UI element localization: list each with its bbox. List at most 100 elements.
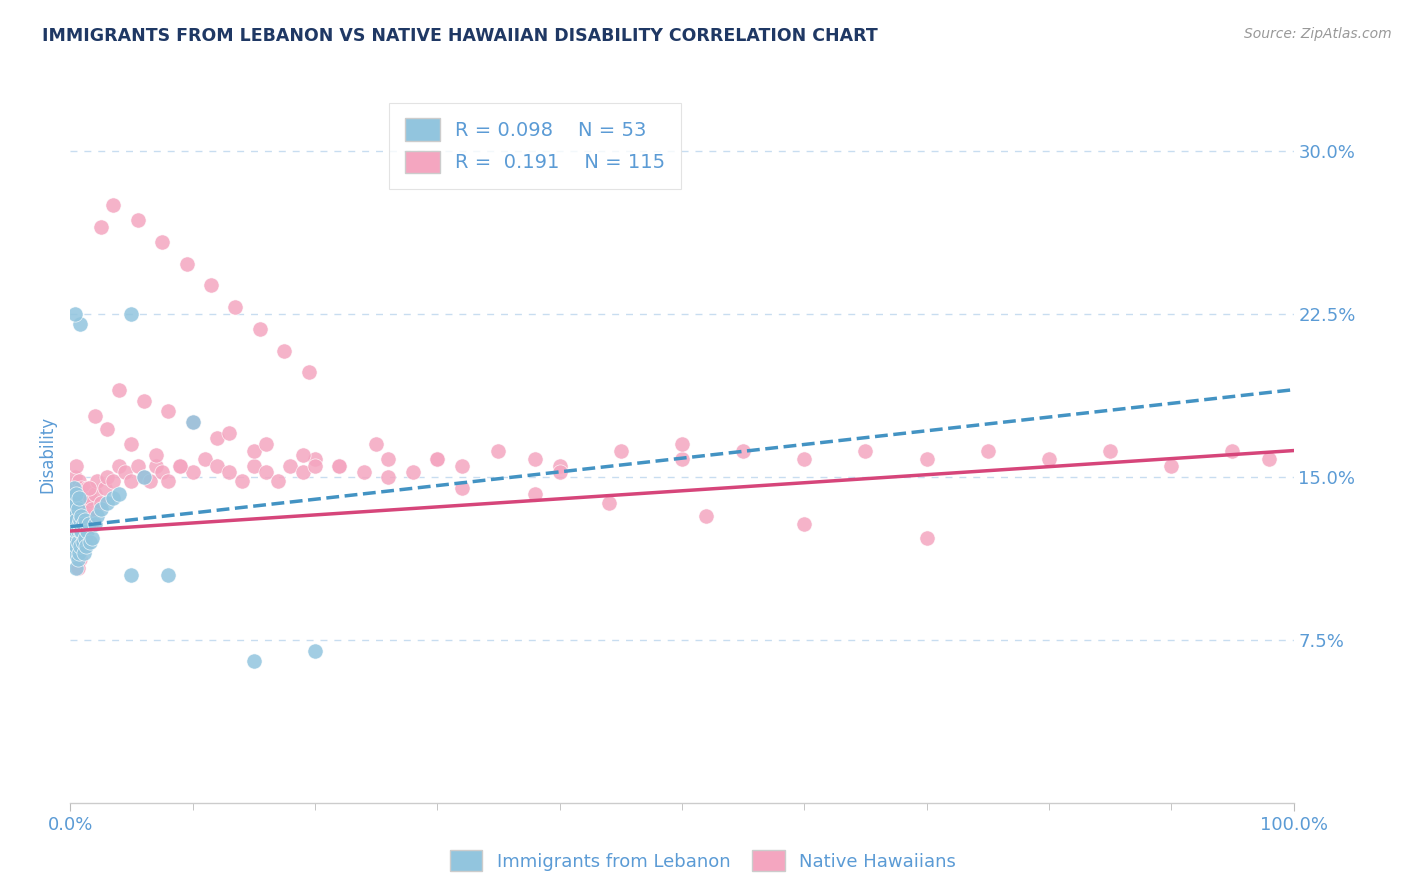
Point [63,546,86,560]
Point [63,481,86,495]
Point [402,466,425,480]
Point [328,458,350,473]
Point [1038,452,1060,467]
Point [65,524,87,538]
Point [62,496,84,510]
Point [101,474,124,488]
Point [63,469,86,483]
Point [298,365,321,379]
Point [67,491,90,506]
Point [426,452,449,467]
Point [77,508,100,523]
Point [132,469,155,483]
Point [72,487,94,501]
Point [793,517,815,532]
Point [80,517,103,532]
Point [69,539,91,553]
Point [65,513,87,527]
Point [366,437,388,451]
Point [90,502,112,516]
Point [83,517,105,532]
Point [65,561,87,575]
Point [304,452,326,467]
Point [121,567,143,582]
Point [73,539,96,553]
Point [69,524,91,538]
Point [157,474,180,488]
Point [181,415,204,429]
Point [66,561,89,575]
Point [426,452,449,467]
Point [224,300,246,314]
Point [157,404,180,418]
Point [63,481,86,495]
Point [132,393,155,408]
Point [69,318,91,332]
Point [66,517,89,532]
Point [145,448,167,462]
Point [176,257,198,271]
Point [69,513,91,527]
Point [70,524,93,538]
Point [83,409,105,423]
Point [1220,443,1243,458]
Point [82,502,104,516]
Point [83,487,105,501]
Point [63,508,86,523]
Point [121,474,143,488]
Point [66,502,89,516]
Point [249,322,271,336]
Point [243,458,266,473]
Point [65,458,87,473]
Point [304,458,326,473]
Point [62,513,84,527]
Point [96,496,118,510]
Point [205,431,228,445]
Point [75,496,97,510]
Point [127,458,149,473]
Point [328,458,350,473]
Point [72,517,94,532]
Text: IMMIGRANTS FROM LEBANON VS NATIVE HAWAIIAN DISABILITY CORRELATION CHART: IMMIGRANTS FROM LEBANON VS NATIVE HAWAII… [42,27,877,45]
Point [121,307,143,321]
Point [450,458,472,473]
Point [695,508,717,523]
Point [72,535,94,549]
Point [73,531,96,545]
Point [86,474,108,488]
Point [194,452,217,467]
Point [66,535,89,549]
Point [77,517,100,532]
Point [101,198,124,212]
Point [610,443,633,458]
Point [524,452,547,467]
Point [63,496,86,510]
Point [63,502,86,516]
Point [70,508,93,523]
Point [67,502,90,516]
Point [169,458,191,473]
Point [291,466,314,480]
Point [205,458,228,473]
Point [127,213,149,227]
Point [114,466,136,480]
Point [69,491,91,506]
Point [598,496,620,510]
Legend: R = 0.098    N = 53, R =  0.191    N = 115: R = 0.098 N = 53, R = 0.191 N = 115 [389,103,681,188]
Point [63,491,86,506]
Point [63,502,86,516]
Point [69,552,91,566]
Point [66,487,89,501]
Point [200,278,222,293]
Point [353,466,375,480]
Point [157,567,180,582]
Point [377,469,399,483]
Point [96,469,118,483]
Point [450,481,472,495]
Point [150,235,173,249]
Point [139,474,162,488]
Point [304,643,326,657]
Point [793,452,815,467]
Point [231,474,253,488]
Point [62,524,84,538]
